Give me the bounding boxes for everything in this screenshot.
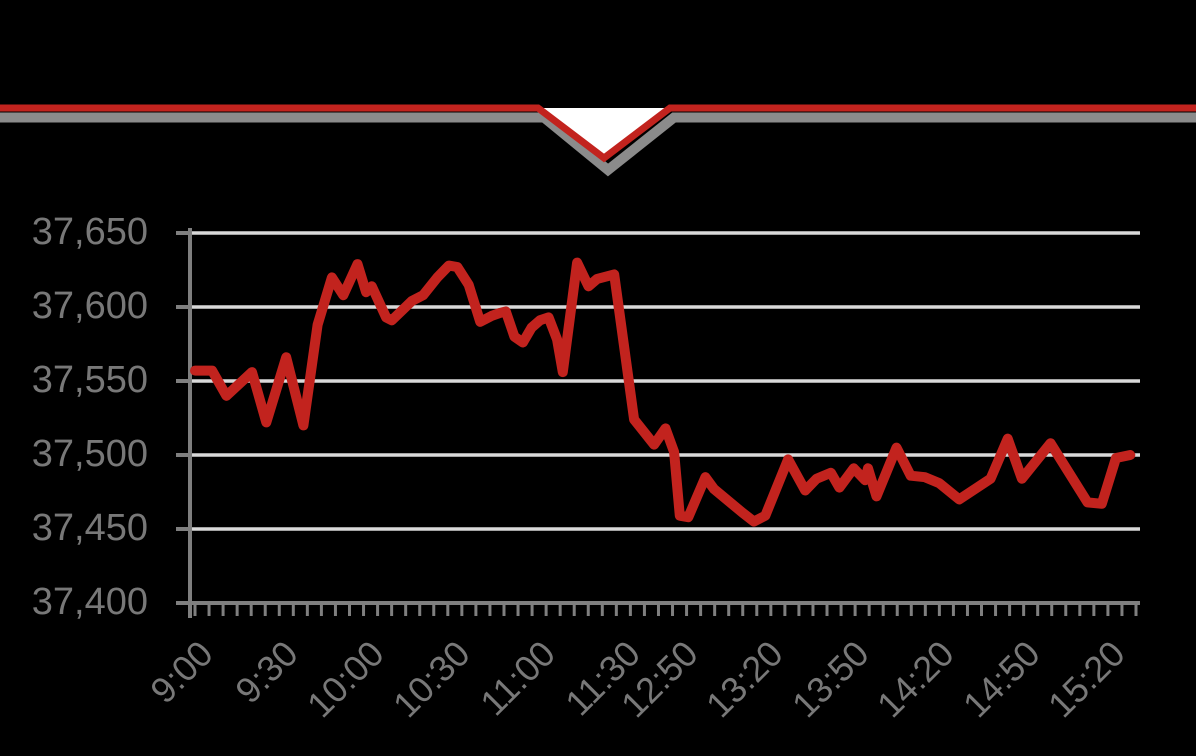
y-axis-label: 37,500 bbox=[31, 433, 148, 475]
y-axis-label: 37,650 bbox=[31, 211, 148, 253]
x-axis-label: 9:30 bbox=[227, 632, 307, 712]
y-axis-label: 37,400 bbox=[31, 581, 148, 623]
y-axis-label: 37,450 bbox=[31, 507, 148, 549]
x-axis-label: 13:50 bbox=[783, 632, 877, 726]
x-axis-label: 9:00 bbox=[142, 632, 221, 712]
x-axis-label: 14:50 bbox=[954, 632, 1048, 726]
y-axis-label: 37,550 bbox=[31, 359, 148, 401]
banner-notch-fill bbox=[538, 108, 670, 158]
y-axis-labels: 37,650 37,600 37,550 37,500 37,450 37,400 bbox=[0, 0, 148, 756]
x-axis-label: 10:00 bbox=[298, 632, 392, 726]
x-axis-label: 10:30 bbox=[384, 632, 478, 726]
banner-ribbon-line bbox=[0, 104, 1196, 163]
x-axis-label: 11:00 bbox=[471, 632, 563, 724]
banner-shadow bbox=[0, 112, 1196, 177]
x-axis-label: 15:20 bbox=[1040, 632, 1134, 726]
y-axis-label: 37,600 bbox=[31, 285, 148, 327]
x-axis-label: 13:20 bbox=[698, 632, 791, 726]
price-line bbox=[190, 257, 1136, 527]
x-axis-label: 14:20 bbox=[869, 632, 962, 726]
